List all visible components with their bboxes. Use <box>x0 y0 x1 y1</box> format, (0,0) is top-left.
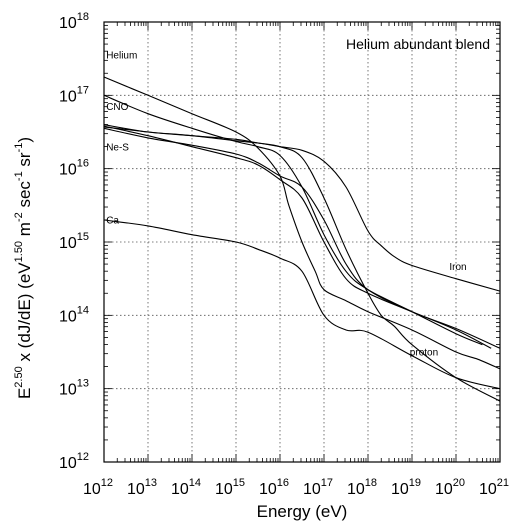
y-tick-label: 1016 <box>59 158 89 179</box>
x-tick-base: 10 <box>259 481 277 498</box>
x-tick-base: 10 <box>347 481 365 498</box>
x-tick-base: 10 <box>435 481 453 498</box>
series-label-helium: Helium <box>106 51 137 62</box>
x-tick-label: 1012 <box>83 477 113 498</box>
x-tick-label: 1020 <box>435 477 465 498</box>
y-label-units-exp: -2 <box>13 212 25 222</box>
x-tick-label: 1017 <box>303 477 333 498</box>
y-tick-base: 10 <box>59 235 77 252</box>
series-label-cno: CNO <box>106 102 128 113</box>
series-line-proton <box>103 124 501 402</box>
x-tick-label: 1014 <box>171 477 201 498</box>
x-tick-base: 10 <box>391 481 409 498</box>
x-tick-exp: 18 <box>365 477 377 489</box>
x-tick-label: 1018 <box>347 477 377 498</box>
chart-title: Helium abundant blend <box>346 36 490 52</box>
series-line-iron <box>103 126 501 292</box>
y-tick-base: 10 <box>59 88 77 105</box>
y-label-units: m <box>15 222 34 241</box>
y-tick-label: 1018 <box>59 11 89 32</box>
y-tick-exp: 12 <box>77 451 89 463</box>
y-tick-exp: 15 <box>77 231 89 243</box>
y-tick-base: 10 <box>59 308 77 325</box>
y-tick-base: 10 <box>59 15 77 32</box>
series-label-ne-s: Ne-S <box>106 142 129 153</box>
series-label-ca: Ca <box>106 216 119 227</box>
x-tick-label: 1013 <box>127 477 157 498</box>
x-tick-labels: 1012 1013 1014 1015 1016 1017 1018 1019 1020 1021 <box>83 477 509 498</box>
x-tick-base: 10 <box>479 481 497 498</box>
y-tick-exp: 17 <box>77 84 89 96</box>
plot-frame <box>103 21 501 463</box>
series-lines <box>103 76 501 402</box>
series-label-proton: proton <box>410 348 438 359</box>
y-tick-label: 1015 <box>59 231 89 252</box>
series-label-iron: Iron <box>449 262 466 273</box>
y-axis-label: E2.50 x (dJ/dE) (eV1.50 m-2 sec-1 sr-1) <box>13 137 34 399</box>
x-axis-label: Energy (eV) <box>257 502 348 521</box>
x-tick-base: 10 <box>83 481 101 498</box>
x-tick-exp: 20 <box>453 477 465 489</box>
x-tick-exp: 12 <box>101 477 113 489</box>
y-tick-exp: 16 <box>77 158 89 170</box>
series-line-series-3 <box>103 127 501 349</box>
y-label-sr-exp: -1 <box>13 143 25 153</box>
y-tick-label: 1012 <box>59 451 89 472</box>
x-tick-base: 10 <box>127 481 145 498</box>
x-tick-exp: 16 <box>277 477 289 489</box>
y-tick-label: 1013 <box>59 378 89 399</box>
x-tick-exp: 19 <box>409 477 421 489</box>
x-tick-exp: 17 <box>321 477 333 489</box>
y-label-close: ) <box>15 137 34 143</box>
y-label-sec-exp: -1 <box>13 171 25 181</box>
y-tick-base: 10 <box>59 455 77 472</box>
y-label-sec: sec <box>15 181 34 213</box>
x-tick-label: 1016 <box>259 477 289 498</box>
y-tick-label: 1017 <box>59 84 89 105</box>
x-tick-exp: 15 <box>233 477 245 489</box>
y-tick-label: 1014 <box>59 304 89 325</box>
y-label-base: E <box>15 388 34 399</box>
x-tick-base: 10 <box>171 481 189 498</box>
y-tick-exp: 13 <box>77 378 89 390</box>
x-tick-label: 1021 <box>479 477 509 498</box>
y-label-sr: sr <box>15 152 34 171</box>
y-label-mid: x (dJ/dE) (eV <box>15 262 34 367</box>
series-line-ca <box>103 219 501 390</box>
y-label-exp: 2.50 <box>13 366 25 387</box>
series-labels: Helium CNO Ne-S Ca proton Iron <box>106 51 466 359</box>
x-tick-label: 1015 <box>215 477 245 498</box>
x-tick-base: 10 <box>303 481 321 498</box>
y-tick-base: 10 <box>59 382 77 399</box>
x-tick-exp: 21 <box>497 477 509 489</box>
y-label-exp2: 1.50 <box>13 241 25 262</box>
x-tick-exp: 13 <box>145 477 157 489</box>
x-tick-base: 10 <box>215 481 233 498</box>
y-tick-base: 10 <box>59 162 77 179</box>
y-tick-exp: 18 <box>77 11 89 23</box>
x-tick-label: 1019 <box>391 477 421 498</box>
series-line-helium <box>103 76 501 370</box>
y-tick-exp: 14 <box>77 304 89 316</box>
x-tick-exp: 14 <box>189 477 201 489</box>
minor-ticks <box>103 22 500 463</box>
